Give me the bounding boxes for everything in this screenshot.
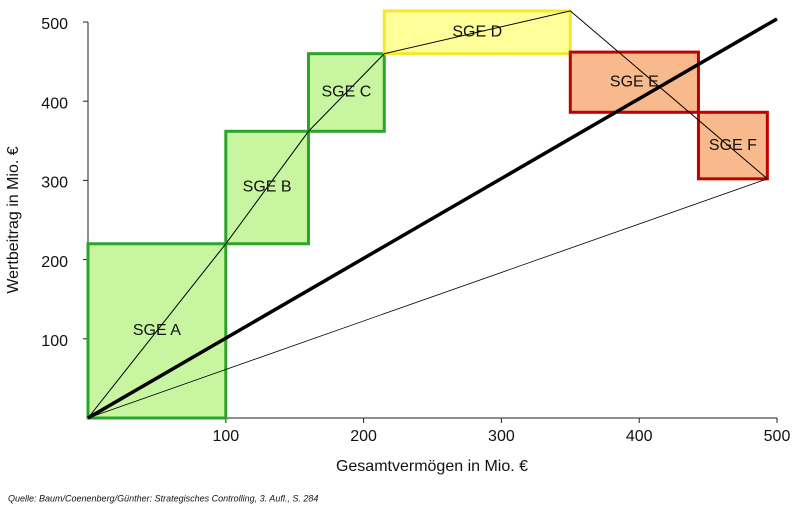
reference-line	[87, 178, 768, 419]
y-tick-label: 400	[41, 95, 68, 112]
box-label: SGE D	[452, 24, 502, 41]
box-label: SGE B	[243, 179, 292, 196]
reference-line	[87, 10, 768, 419]
x-axis-label: Gesamtvermögen in Mio. €	[336, 458, 528, 475]
box-label: SGE F	[709, 137, 757, 154]
x-tick-label: 500	[764, 428, 791, 445]
sge-box	[696, 110, 769, 181]
x-tick-label: 400	[626, 428, 653, 445]
source-note: Quelle: Baum/Coenenberg/Günther: Strateg…	[8, 493, 318, 503]
x-tick-label: 100	[212, 428, 239, 445]
x-tick-label: 300	[488, 428, 515, 445]
box-label: SGE E	[610, 73, 659, 90]
y-tick-label: 200	[41, 254, 68, 271]
y-axis-label: Wertbeitrag in Mio. €	[5, 146, 22, 293]
x-tick-label: 200	[350, 428, 377, 445]
box-label: SGE C	[321, 84, 371, 101]
y-tick-label: 100	[41, 333, 68, 350]
y-tick-label: 300	[41, 175, 68, 192]
y-tick-label: 500	[41, 16, 68, 33]
box-label: SGE A	[133, 322, 181, 339]
reference-line	[87, 17, 778, 420]
